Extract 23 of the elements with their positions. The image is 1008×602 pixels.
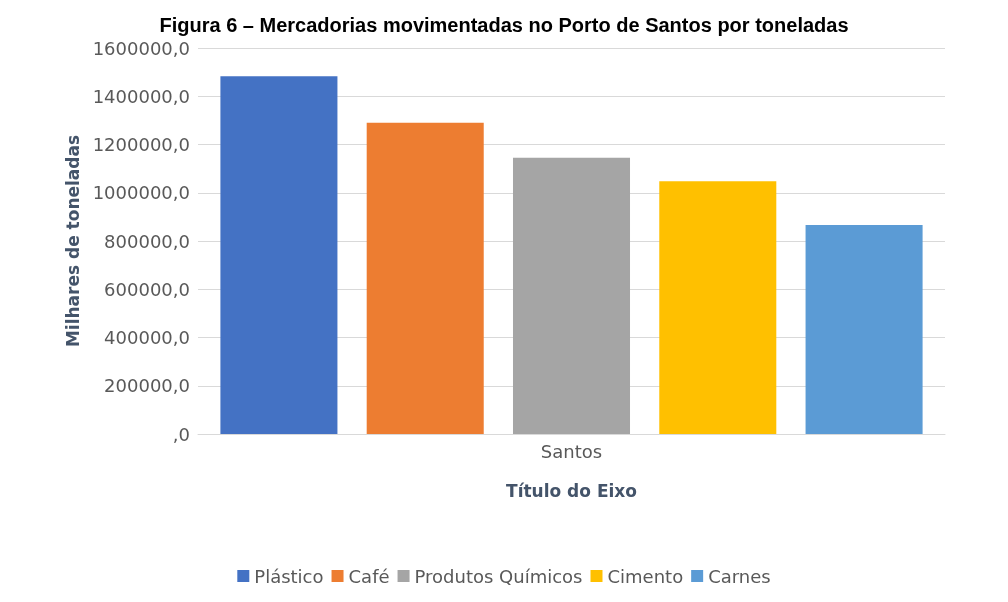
y-axis-title: Milhares de toneladas: [63, 134, 84, 348]
legend-label: Cimento: [607, 565, 684, 587]
bar: [659, 181, 777, 434]
legend-label: Plástico: [254, 565, 324, 587]
y-tick-label: 200000,0: [104, 375, 190, 397]
bar: [512, 157, 631, 434]
y-tick-label: 1400000,0: [92, 85, 190, 107]
y-tick-label: 1200000,0: [92, 134, 190, 155]
bar: [805, 225, 923, 434]
legend-label: Café: [348, 565, 390, 587]
y-tick-label: 400000,0: [104, 327, 190, 348]
bar: [220, 76, 338, 434]
y-tick-label: 800000,0: [104, 230, 190, 252]
bar: [366, 122, 484, 434]
legend-label: Produtos Químicos: [414, 565, 583, 587]
y-tick-label: ,0: [172, 423, 190, 445]
x-axis-title: Título do Eixo: [506, 480, 637, 501]
chart-title: Figura 6 – Mercadorias movimentadas no Porto de Santos por toneladas: [159, 14, 849, 36]
x-tick-label: Santos: [540, 440, 603, 462]
y-tick-label: 600000,0: [104, 278, 190, 300]
y-tick-label: 1000000,0: [92, 182, 190, 204]
legend-label: Carnes: [708, 565, 771, 587]
y-tick-label: 1600000,0: [92, 37, 190, 59]
